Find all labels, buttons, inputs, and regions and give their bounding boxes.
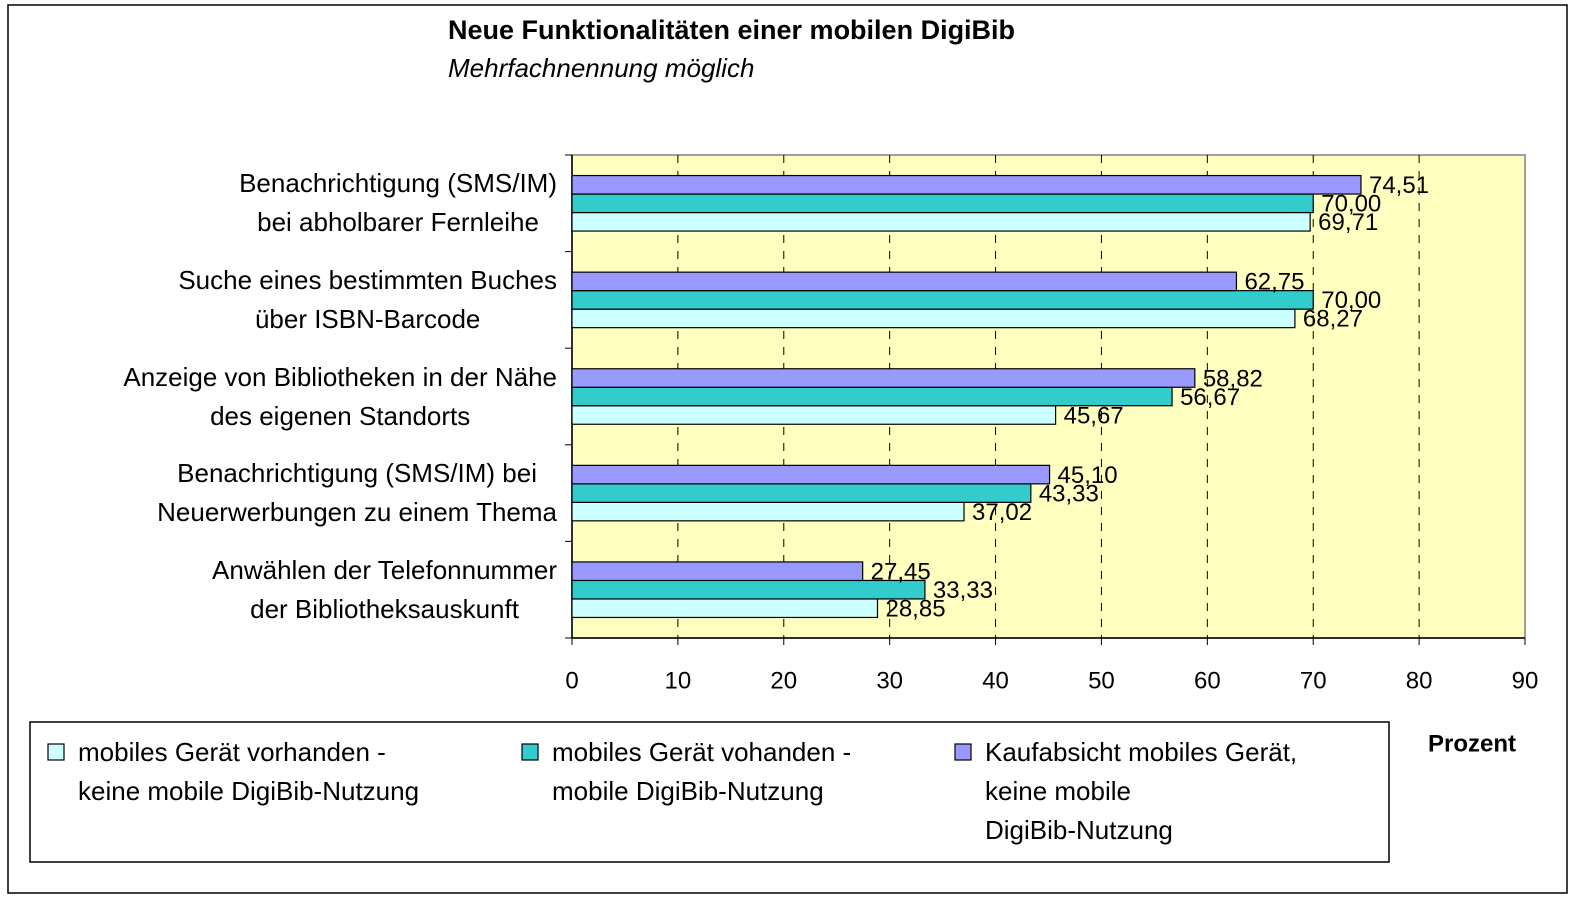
data-label: 43,33 — [1039, 480, 1099, 507]
bar — [571, 290, 1314, 310]
data-label: 74,51 — [1369, 172, 1429, 199]
x-tick-label: 90 — [1512, 667, 1539, 694]
data-label: 68,27 — [1303, 306, 1363, 333]
bar — [571, 386, 1173, 407]
x-tick-label: 40 — [982, 667, 1009, 694]
legend-label-box: mobiles Gerät vorhanden - keine mobile D… — [78, 737, 420, 806]
y-tick-label-box: Anzeige von Bibliotheken in der Nähe des… — [15, 347, 557, 447]
bar — [571, 211, 1311, 232]
data-label: 45,67 — [1064, 402, 1124, 429]
bar — [571, 598, 879, 619]
chart-subtitle: Mehrfachnennung möglich — [448, 53, 754, 83]
data-label: 58,82 — [1203, 365, 1263, 392]
bar — [571, 464, 1051, 485]
y-tick-label: Anzeige von Bibliotheken in der Nähe des… — [15, 347, 557, 447]
y-tick-label-text: Benachrichtigung (SMS/IM) bei Neuerwerbu… — [157, 458, 557, 528]
x-tick-label: 20 — [770, 667, 797, 694]
x-tick-label: 60 — [1194, 667, 1221, 694]
legend-swatch — [954, 743, 972, 761]
data-label: 28,85 — [885, 596, 945, 623]
y-tick-label: Suche eines bestimmten Buches über ISBN-… — [15, 250, 557, 350]
bar — [571, 561, 864, 582]
data-label: 33,33 — [933, 577, 993, 604]
y-tick-label-text: Anwählen der Telefonnummer der Bibliothe… — [212, 554, 557, 624]
x-tick-label: 70 — [1300, 667, 1327, 694]
x-tick-label: 30 — [876, 667, 903, 694]
data-label: 70,00 — [1321, 191, 1381, 218]
bar — [571, 368, 1196, 388]
y-tick-label-text: Benachrichtigung (SMS/IM) bei abholbarer… — [239, 168, 557, 238]
y-tick-label-box: Benachrichtigung (SMS/IM) bei Neuerwerbu… — [15, 443, 557, 543]
y-tick-label-text: Anzeige von Bibliotheken in der Nähe des… — [123, 361, 557, 431]
bar — [571, 483, 1032, 503]
y-tick-label-box: Suche eines bestimmten Buches über ISBN-… — [15, 250, 557, 350]
x-tick-label: 50 — [1088, 667, 1115, 694]
y-tick-label-text: Suche eines bestimmten Buches über ISBN-… — [178, 264, 557, 334]
legend-label-box: mobiles Gerät vohanden - mobile DigiBib-… — [552, 737, 852, 806]
data-label: 62,75 — [1244, 269, 1304, 296]
data-label: 45,10 — [1058, 462, 1118, 489]
y-tick-label: Benachrichtigung (SMS/IM) bei abholbarer… — [15, 153, 557, 253]
legend — [29, 721, 1390, 863]
legend-label: Kaufabsicht mobiles Gerät, keine mobile … — [985, 737, 1298, 845]
x-tick-label: 10 — [665, 667, 692, 694]
y-tick-label: Anwählen der Telefonnummer der Bibliothe… — [15, 540, 557, 640]
legend-label: mobiles Gerät vorhanden - keine mobile D… — [78, 737, 420, 806]
y-tick-label-box: Anwählen der Telefonnummer der Bibliothe… — [15, 540, 557, 640]
bar — [571, 174, 1362, 195]
bar — [571, 193, 1314, 214]
bar — [571, 271, 1238, 292]
x-tick-label: 0 — [565, 667, 578, 694]
legend-label: mobiles Gerät vohanden - mobile DigiBib-… — [552, 737, 852, 806]
legend-label-box: Kaufabsicht mobiles Gerät, keine mobile … — [985, 737, 1298, 845]
legend-swatch — [47, 743, 65, 761]
y-tick-label: Benachrichtigung (SMS/IM) bei Neuerwerbu… — [15, 443, 557, 543]
bar — [571, 308, 1296, 329]
data-label: 27,45 — [871, 559, 931, 586]
data-label: 69,71 — [1318, 209, 1378, 236]
x-axis-label: Prozent — [1428, 730, 1516, 757]
legend-swatch — [521, 743, 539, 761]
chart-title: Neue Funktionalitäten einer mobilen Digi… — [448, 15, 1015, 45]
data-label: 56,67 — [1180, 384, 1240, 411]
bar — [571, 405, 1057, 425]
data-label: 37,02 — [972, 499, 1032, 526]
data-label: 70,00 — [1321, 287, 1381, 314]
y-tick-label-box: Benachrichtigung (SMS/IM) bei abholbarer… — [15, 153, 557, 253]
x-tick-label: 80 — [1406, 667, 1433, 694]
bar — [571, 501, 965, 522]
